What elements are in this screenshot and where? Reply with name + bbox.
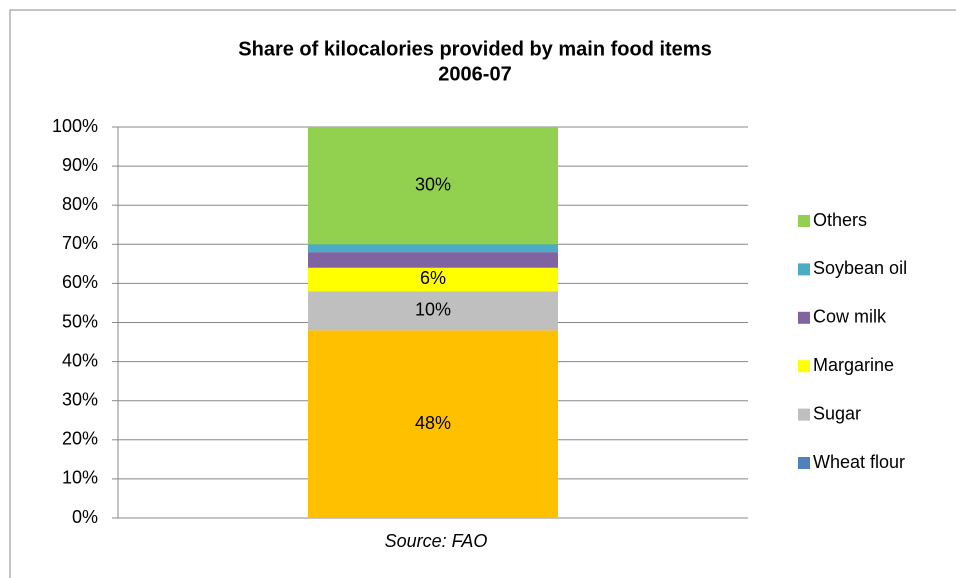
chart-title: 2006-07 [438,63,511,85]
y-tick-label: 30% [62,389,98,409]
legend-swatch [798,457,810,469]
y-tick-label: 10% [62,468,98,488]
legend-swatch [798,215,810,227]
bar-segment [308,252,558,268]
y-tick-label: 70% [62,233,98,253]
y-tick-label: 80% [62,194,98,214]
bar-segment [308,127,558,245]
legend-swatch [798,360,810,373]
data-label: 6% [420,268,446,288]
bar-segment [308,291,558,331]
x-axis-label: Source: FAO [385,531,488,551]
y-tick-label: 20% [62,429,98,449]
y-tick-label: 40% [62,350,98,370]
bar-segment [308,330,558,518]
legend-label: Margarine [813,355,894,375]
y-tick-label: 50% [62,311,98,331]
legend-label: Soybean oil [813,258,907,278]
legend-swatch [798,263,810,276]
y-tick-label: 90% [62,155,98,175]
legend-swatch [798,311,810,324]
chart-title: Share of kilocalories provided by main f… [238,38,711,60]
data-label: 30% [415,174,451,194]
bar-segment [308,244,558,253]
data-label: 48% [415,413,451,433]
legend-label: Sugar [813,403,861,423]
chart-border [9,9,956,578]
y-tick-label: 100% [52,116,98,136]
y-tick-label: 0% [72,507,98,527]
legend-swatch [798,408,810,421]
y-tick-label: 60% [62,272,98,292]
legend-label: Wheat flour [813,452,905,472]
bar-segment [308,267,558,292]
legend-label: Others [813,210,867,230]
legend-label: Cow milk [813,307,887,327]
data-label: 10% [415,300,451,320]
